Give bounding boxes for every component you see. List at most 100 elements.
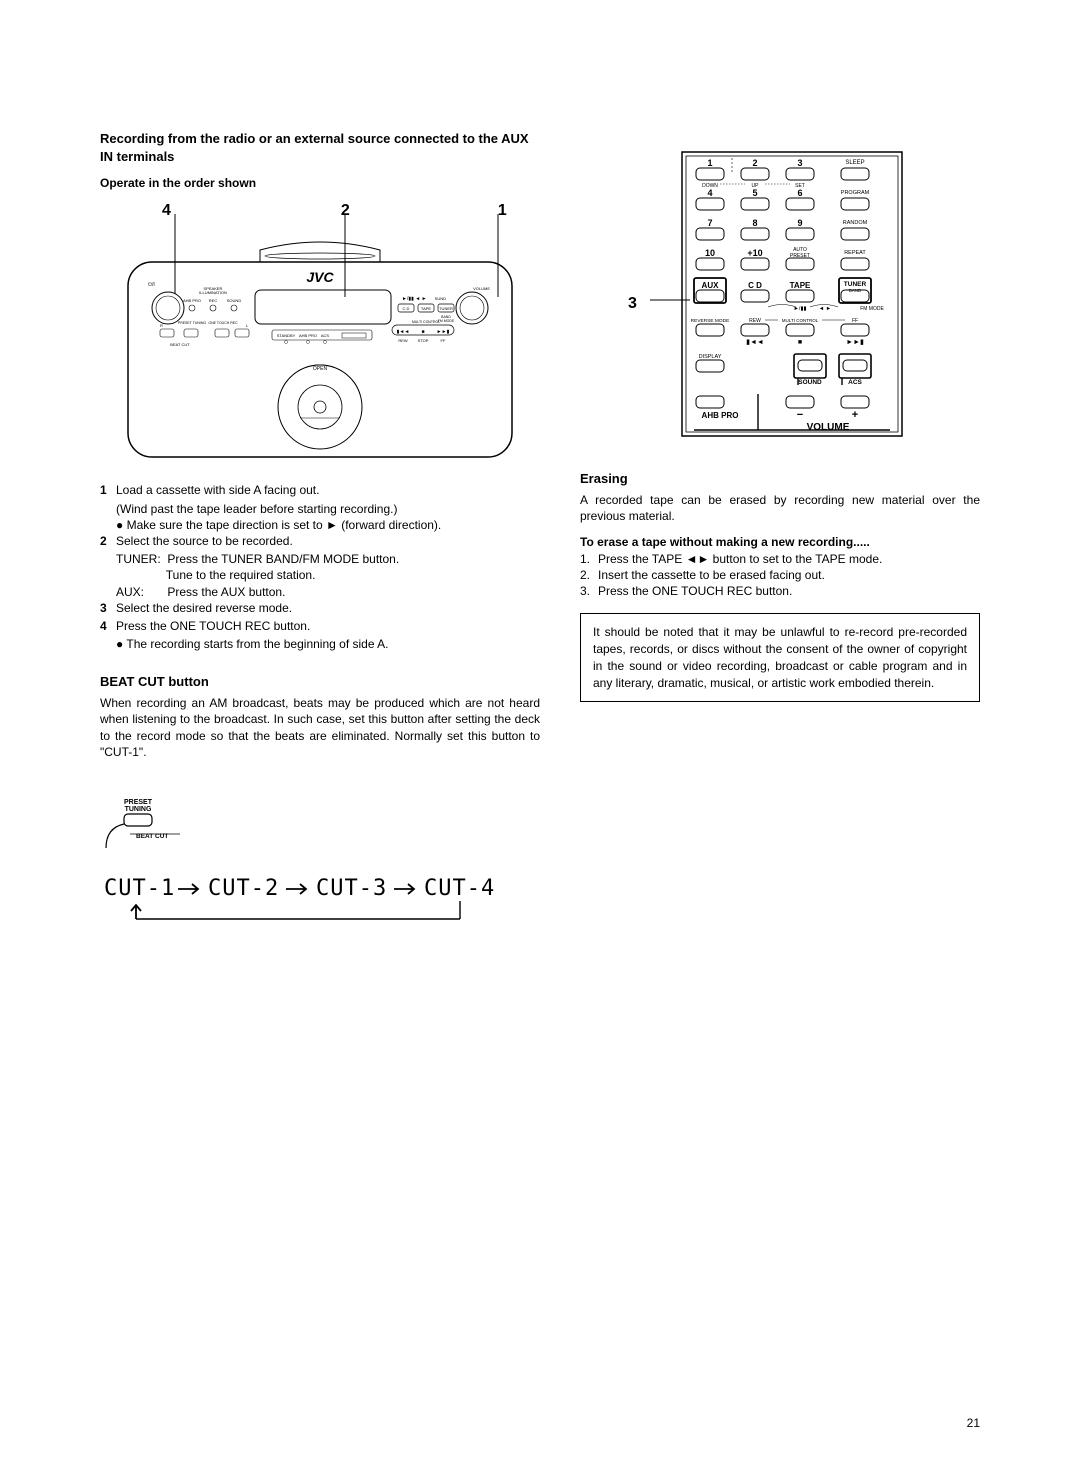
step-text: Select the source to be recorded. <box>116 533 540 549</box>
ol-num: 1. <box>580 551 598 567</box>
svg-text:■: ■ <box>798 339 802 346</box>
svg-text:REW: REW <box>749 318 761 324</box>
svg-text:⏻/I: ⏻/I <box>148 282 155 288</box>
erasing-title: Erasing <box>580 471 980 486</box>
step-sub: ● Make sure the tape direction is set to… <box>116 517 540 533</box>
beat-cut-para: When recording an AM broadcast, beats ma… <box>100 695 540 760</box>
svg-text:+10: +10 <box>747 248 762 258</box>
svg-text:AHB PRO: AHB PRO <box>183 298 201 303</box>
device-svg: JVC ⏻/I VOLUME SPEAKER ILLUMINATION AHB … <box>110 202 530 462</box>
step-text: Press the ONE TOUCH REC button. <box>116 618 540 634</box>
beat-cut-title: BEAT CUT button <box>100 674 540 689</box>
svg-text:VOLUME: VOLUME <box>807 422 850 433</box>
svg-text:AHB PRO: AHB PRO <box>702 411 739 420</box>
svg-text:SOUND: SOUND <box>227 298 242 303</box>
svg-text:▮◄◄: ▮◄◄ <box>397 329 410 335</box>
erase-steps: 1.Press the TAPE ◄► button to set to the… <box>580 551 980 600</box>
svg-text:SOUND: SOUND <box>798 379 822 386</box>
svg-text:SUND: SUND <box>435 296 446 301</box>
svg-text:−: − <box>797 409 803 421</box>
preset-diagram: PRESET TUNING BEAT CUT <box>100 794 190 857</box>
svg-text:►►▮: ►►▮ <box>437 329 450 335</box>
svg-text:C D: C D <box>748 281 762 290</box>
svg-text:PROGRAM: PROGRAM <box>841 190 870 196</box>
svg-text:BEAT CUT: BEAT CUT <box>170 342 190 347</box>
callout-1: 1 <box>498 202 507 220</box>
svg-text:STOP: STOP <box>418 338 429 343</box>
svg-text:DISPLAY: DISPLAY <box>699 354 722 360</box>
svg-text:FM MODE: FM MODE <box>438 319 455 323</box>
svg-text:REC: REC <box>209 298 218 303</box>
svg-text:MULTI CONTROL: MULTI CONTROL <box>412 320 440 324</box>
svg-text:STANDBY: STANDBY <box>277 333 296 338</box>
legal-note: It should be noted that it may be unlawf… <box>580 613 980 702</box>
step-text: Select the desired reverse mode. <box>116 600 540 616</box>
remote-illustration: 3 1 2 3 SLEEP DOWN <box>650 150 980 443</box>
svg-text:CUT-2: CUT-2 <box>208 876 279 901</box>
svg-text:►►▮: ►►▮ <box>846 339 864 346</box>
device-illustration: 4 2 1 JVC ⏻/I <box>100 202 540 462</box>
ol-num: 2. <box>580 567 598 583</box>
svg-text:7: 7 <box>707 218 712 228</box>
step-text: Load a cassette with side A facing out. <box>116 482 540 498</box>
svg-text:CUT-1: CUT-1 <box>104 876 175 901</box>
svg-text:SLEEP: SLEEP <box>845 160 864 166</box>
step-sub: ● The recording starts from the beginnin… <box>116 636 540 652</box>
svg-text:6: 6 <box>797 188 802 198</box>
svg-text:MULTI CONTROL: MULTI CONTROL <box>782 318 819 323</box>
svg-text:REPEAT: REPEAT <box>844 250 866 256</box>
step-sub: TUNER: Press the TUNER BAND/FM MODE butt… <box>116 551 540 567</box>
svg-text:1: 1 <box>707 158 712 168</box>
svg-text:OPEN: OPEN <box>313 366 328 372</box>
svg-text:TUNING: TUNING <box>125 806 152 813</box>
right-column: 3 1 2 3 SLEEP DOWN <box>580 130 980 938</box>
svg-text:CUT-4: CUT-4 <box>424 876 495 901</box>
svg-text:►/▮▮ ◄ ►: ►/▮▮ ◄ ► <box>402 296 427 302</box>
svg-text:2: 2 <box>752 158 757 168</box>
ol-text: Press the ONE TOUCH REC button. <box>598 583 792 599</box>
instructions: 1Load a cassette with side A facing out.… <box>100 482 540 652</box>
left-column: Recording from the radio or an external … <box>100 130 540 938</box>
svg-text:FF: FF <box>441 338 446 343</box>
svg-text:TAPE: TAPE <box>421 306 431 311</box>
svg-text:R: R <box>160 323 163 328</box>
svg-text:4: 4 <box>707 188 712 198</box>
svg-text:RANDOM: RANDOM <box>843 220 868 226</box>
svg-text:C D: C D <box>403 306 410 311</box>
svg-text:9: 9 <box>797 218 802 228</box>
svg-text:REW: REW <box>398 338 408 343</box>
svg-text:3: 3 <box>797 158 802 168</box>
ol-text: Press the TAPE ◄► button to set to the T… <box>598 551 882 567</box>
erase-sub: To erase a tape without making a new rec… <box>580 534 980 550</box>
step-sub: AUX: Press the AUX button. <box>116 584 540 600</box>
callout-3: 3 <box>628 295 637 313</box>
svg-text:ACS: ACS <box>321 333 330 338</box>
remote-svg: 1 2 3 SLEEP DOWN UP SET 4 5 <box>650 150 910 440</box>
svg-text:TUNER: TUNER <box>844 281 867 288</box>
svg-text:FM MODE: FM MODE <box>860 306 884 312</box>
svg-text:TUNER: TUNER <box>439 306 453 311</box>
svg-text:ONE TOUCH REC: ONE TOUCH REC <box>208 321 238 325</box>
svg-text:5: 5 <box>752 188 757 198</box>
svg-text:REVERSE MODE: REVERSE MODE <box>691 318 730 324</box>
svg-text:FF: FF <box>852 318 858 324</box>
svg-text:JVC: JVC <box>306 269 334 285</box>
callout-4: 4 <box>162 202 171 220</box>
step-sub: Tune to the required station. <box>116 567 540 583</box>
page-number: 21 <box>967 1416 980 1430</box>
svg-text:ACS: ACS <box>848 379 862 386</box>
svg-text:▮◄◄: ▮◄◄ <box>746 339 764 346</box>
ol-num: 3. <box>580 583 598 599</box>
svg-text:L: L <box>246 323 249 328</box>
cut-sequence: CUT-1 CUT-2 CUT-3 CUT-4 <box>100 875 540 938</box>
step-num: 1 <box>100 482 116 498</box>
svg-text:8: 8 <box>752 218 757 228</box>
step-sub: (Wind past the tape leader before starti… <box>116 501 540 517</box>
page-columns: Recording from the radio or an external … <box>100 130 980 938</box>
svg-text:◄ ►: ◄ ► <box>819 306 831 312</box>
step-num: 3 <box>100 600 116 616</box>
step-num: 2 <box>100 533 116 549</box>
svg-text:VOLUME: VOLUME <box>473 286 490 291</box>
svg-text:+: + <box>852 409 858 421</box>
svg-text:AHB PRO: AHB PRO <box>299 333 317 338</box>
